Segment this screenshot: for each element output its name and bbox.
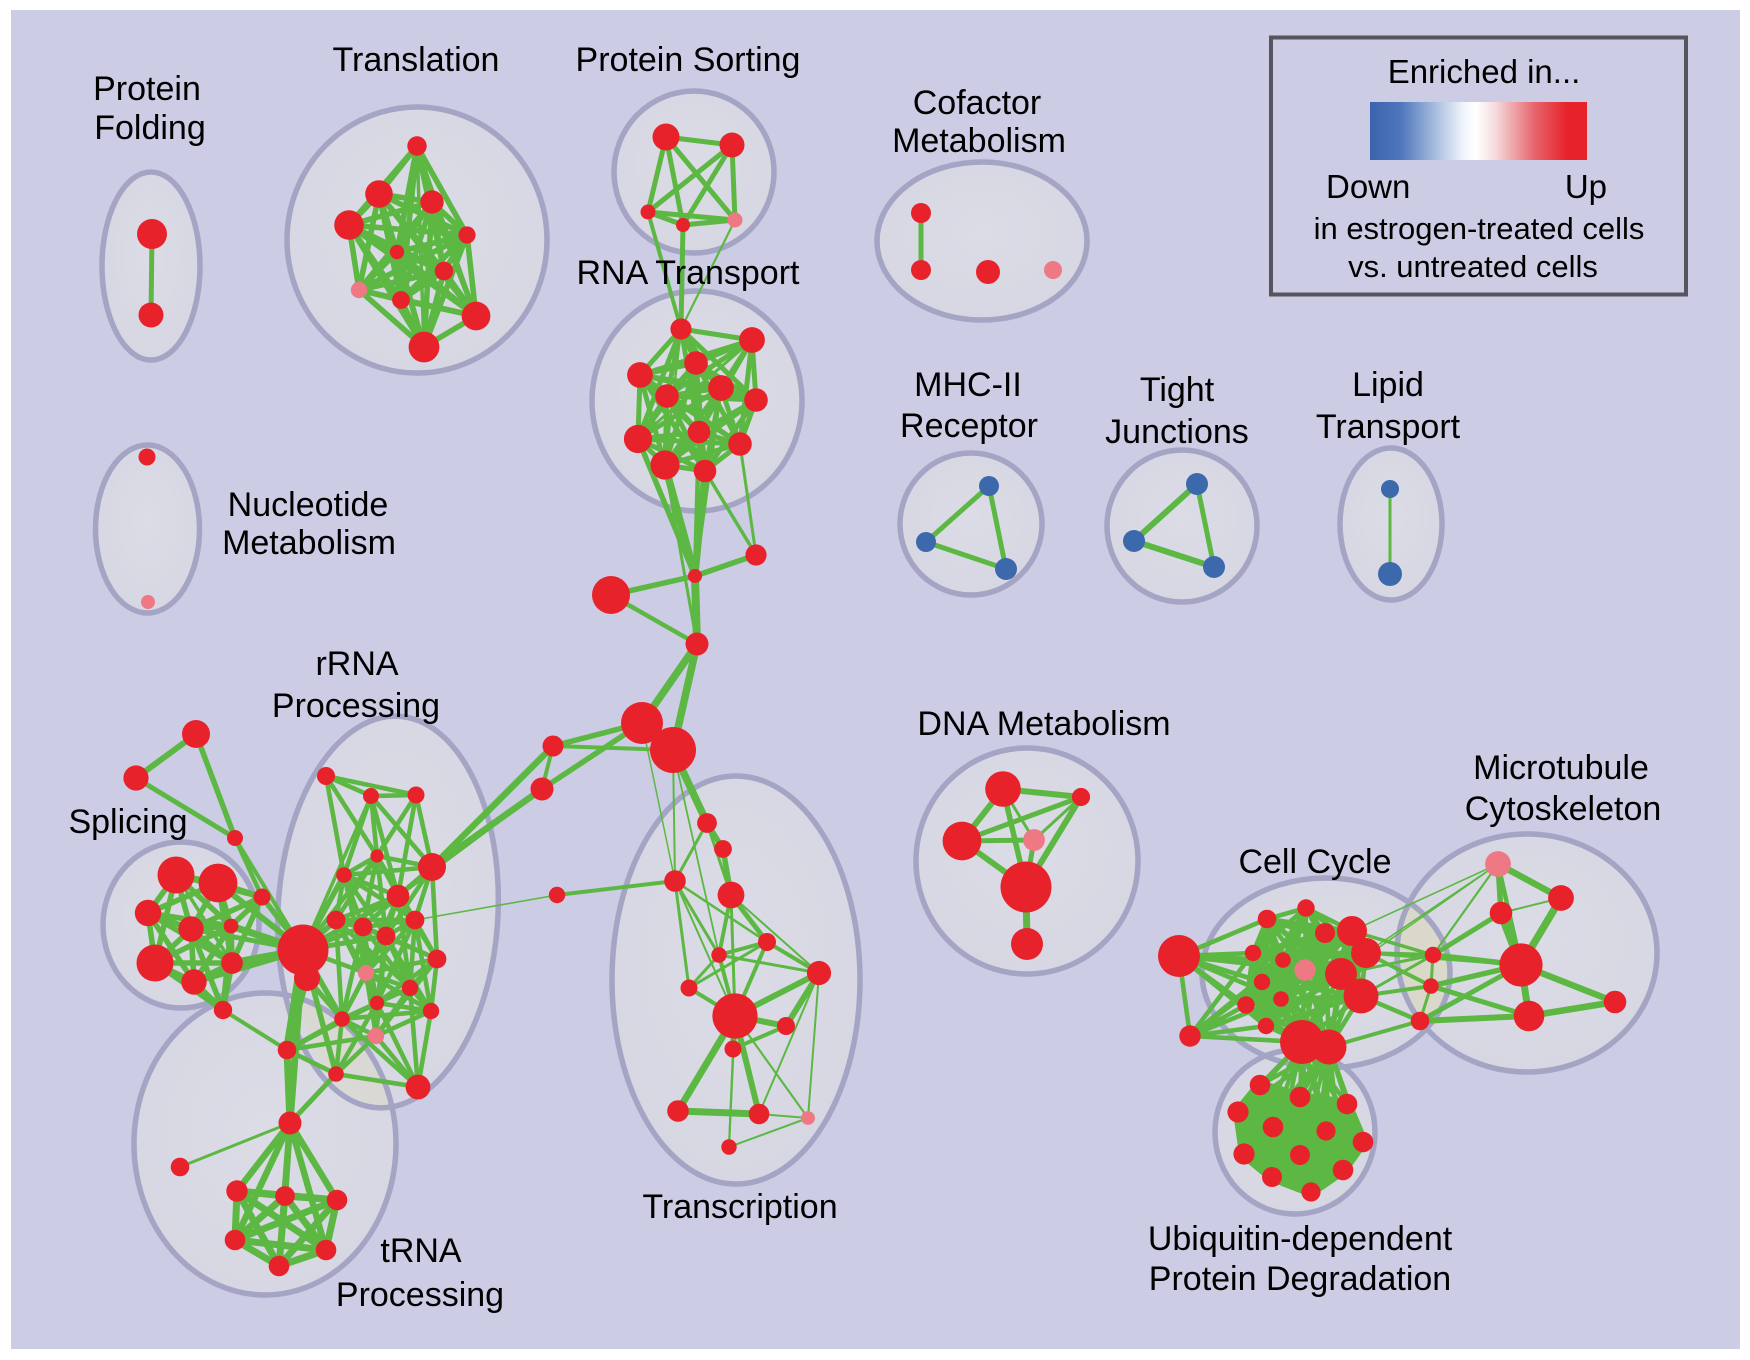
- svg-text:Folding: Folding: [94, 109, 206, 147]
- svg-text:Metabolism: Metabolism: [892, 122, 1066, 160]
- svg-text:Tight: Tight: [1140, 371, 1215, 409]
- svg-text:Nucleotide: Nucleotide: [228, 486, 389, 524]
- svg-text:Transcription: Transcription: [642, 1188, 837, 1226]
- svg-text:tRNA: tRNA: [380, 1232, 462, 1270]
- svg-text:Microtubule: Microtubule: [1473, 749, 1649, 787]
- svg-text:rRNA: rRNA: [315, 645, 398, 683]
- svg-text:Up: Up: [1565, 168, 1607, 205]
- svg-text:MHC-II: MHC-II: [914, 366, 1022, 404]
- svg-text:Translation: Translation: [333, 41, 500, 79]
- svg-text:Enriched in...: Enriched in...: [1388, 53, 1581, 90]
- svg-text:Protein Degradation: Protein Degradation: [1149, 1260, 1451, 1298]
- svg-text:Lipid: Lipid: [1352, 366, 1424, 404]
- svg-text:Cell Cycle: Cell Cycle: [1238, 843, 1391, 881]
- svg-text:Down: Down: [1326, 168, 1410, 205]
- svg-text:in estrogen-treated cells: in estrogen-treated cells: [1314, 211, 1645, 246]
- svg-text:vs. untreated cells: vs. untreated cells: [1348, 249, 1598, 284]
- svg-text:Cofactor: Cofactor: [913, 84, 1042, 122]
- svg-text:Splicing: Splicing: [68, 803, 187, 841]
- svg-text:Processing: Processing: [336, 1276, 504, 1314]
- svg-text:Junctions: Junctions: [1105, 413, 1249, 451]
- svg-text:Transport: Transport: [1316, 408, 1461, 446]
- svg-text:Ubiquitin-dependent: Ubiquitin-dependent: [1148, 1220, 1453, 1258]
- svg-text:RNA Transport: RNA Transport: [577, 254, 801, 292]
- svg-text:Processing: Processing: [272, 687, 440, 725]
- svg-text:DNA Metabolism: DNA Metabolism: [917, 705, 1170, 743]
- svg-text:Protein: Protein: [93, 70, 201, 108]
- svg-text:Protein Sorting: Protein Sorting: [576, 41, 801, 79]
- svg-text:Cytoskeleton: Cytoskeleton: [1465, 790, 1662, 828]
- svg-text:Metabolism: Metabolism: [222, 524, 396, 562]
- svg-text:Receptor: Receptor: [900, 407, 1038, 445]
